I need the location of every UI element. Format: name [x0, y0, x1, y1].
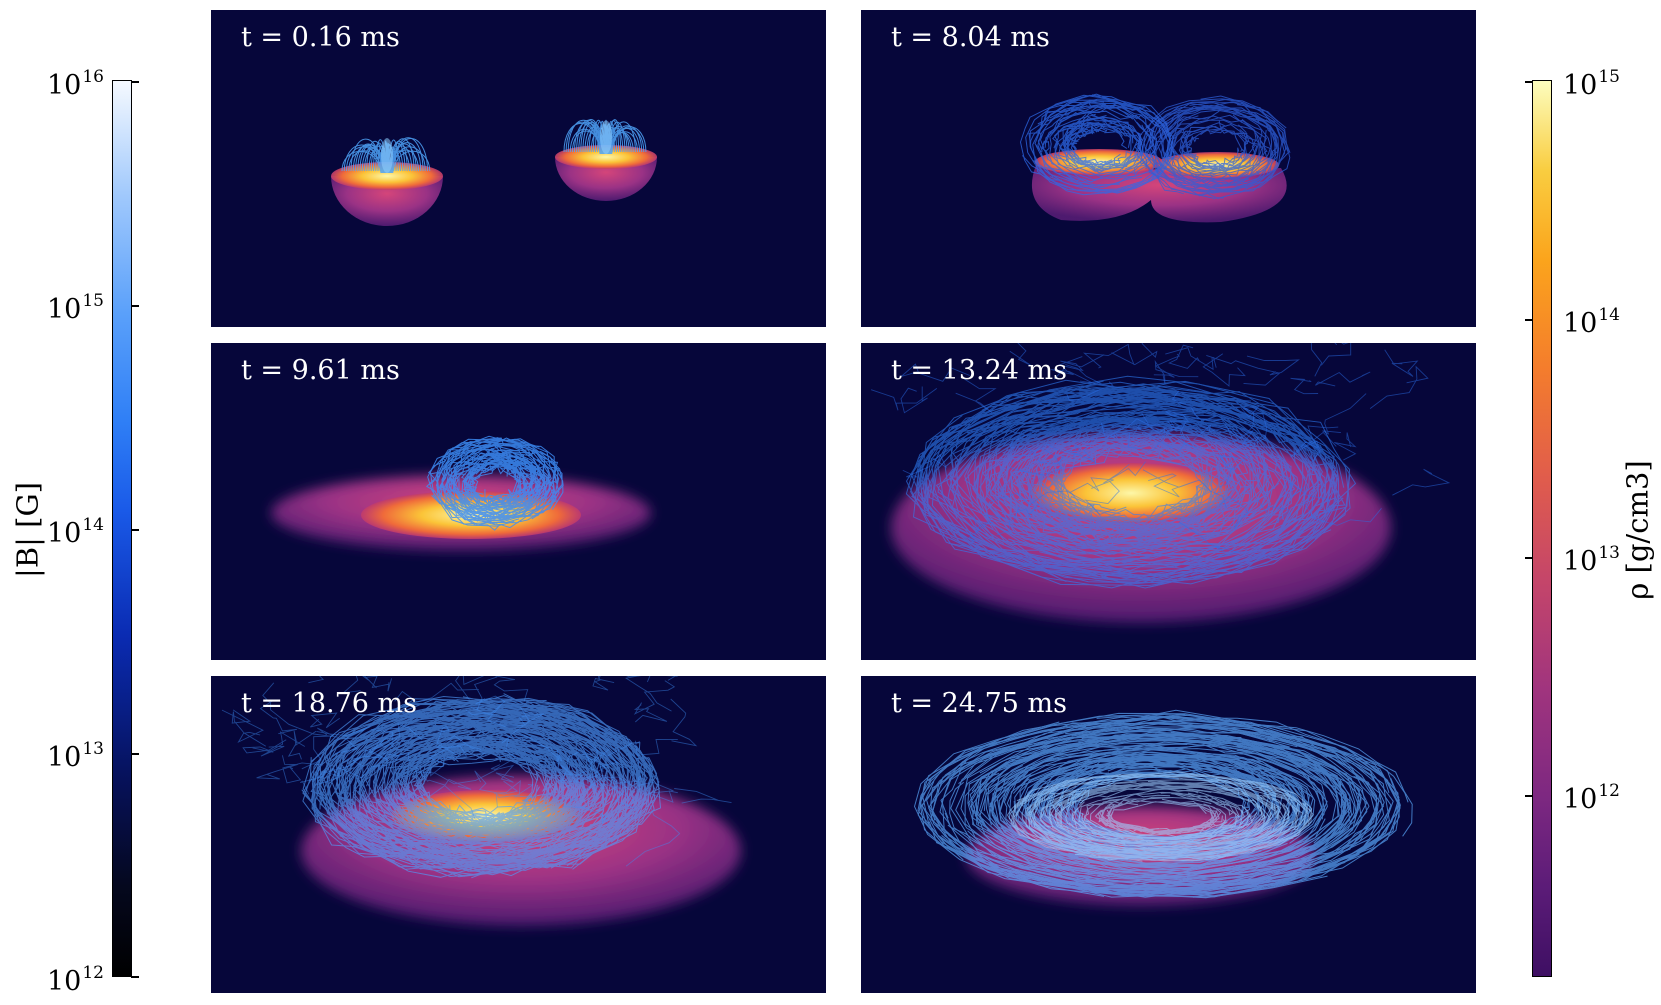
- colorbar-tick: [131, 81, 139, 83]
- snapshot-render-6: [913, 709, 1413, 906]
- colorbar-tick: [1525, 319, 1533, 321]
- snapshot-panel-6: t = 24.75 ms: [861, 676, 1476, 993]
- colorbar-tick: [1525, 795, 1533, 797]
- snapshot-render-4: [870, 343, 1451, 623]
- colorbar-tick: [131, 976, 139, 978]
- panel-time-label: t = 0.16 ms: [241, 22, 400, 53]
- panel-time-label: t = 13.24 ms: [891, 355, 1067, 386]
- snapshot-render-1: [331, 119, 657, 226]
- magnetic-field-colorbar: [112, 80, 139, 978]
- colorbar-tick: [131, 529, 139, 531]
- rho-tick-label-1e12: 1012: [1563, 781, 1620, 815]
- rho-tick-label-1e13: 1013: [1563, 543, 1620, 577]
- magnetic-field-colorbar-title: |B| [G]: [10, 482, 45, 578]
- colorbar-tick: [131, 305, 139, 307]
- panel-time-label: t = 9.61 ms: [241, 355, 400, 386]
- density-colorbar: [1525, 80, 1552, 977]
- snapshot-render-3: [271, 435, 651, 551]
- colorbar-tick: [1525, 557, 1533, 559]
- b-tick-label-1e14: 1014: [47, 515, 104, 549]
- snapshot-panel-1: t = 0.16 ms: [211, 10, 826, 327]
- rho-tick-label-1e14: 1014: [1563, 305, 1620, 339]
- snapshot-panel-3: t = 9.61 ms: [211, 343, 826, 660]
- colorbar-tick: [1525, 81, 1533, 83]
- panel-time-label: t = 18.76 ms: [241, 688, 417, 719]
- b-tick-label-1e15: 1015: [47, 291, 104, 325]
- snapshot-render-2: [1019, 93, 1291, 223]
- b-tick-label-1e13: 1013: [47, 739, 104, 773]
- snapshot-panel-4: t = 13.24 ms: [861, 343, 1476, 660]
- density-colorbar-title: ρ [g/cm3]: [1620, 460, 1655, 600]
- snapshot-panel-2: t = 8.04 ms: [861, 10, 1476, 327]
- b-tick-label-1e12: 1012: [47, 963, 104, 997]
- panel-time-label: t = 24.75 ms: [891, 688, 1067, 719]
- snapshot-render-5: [221, 676, 741, 926]
- snapshot-panel-5: t = 18.76 ms: [211, 676, 826, 993]
- rho-tick-label-1e15: 1015: [1563, 67, 1620, 101]
- b-tick-label-1e16: 1016: [47, 67, 104, 101]
- colorbar-tick: [131, 753, 139, 755]
- panel-time-label: t = 8.04 ms: [891, 22, 1050, 53]
